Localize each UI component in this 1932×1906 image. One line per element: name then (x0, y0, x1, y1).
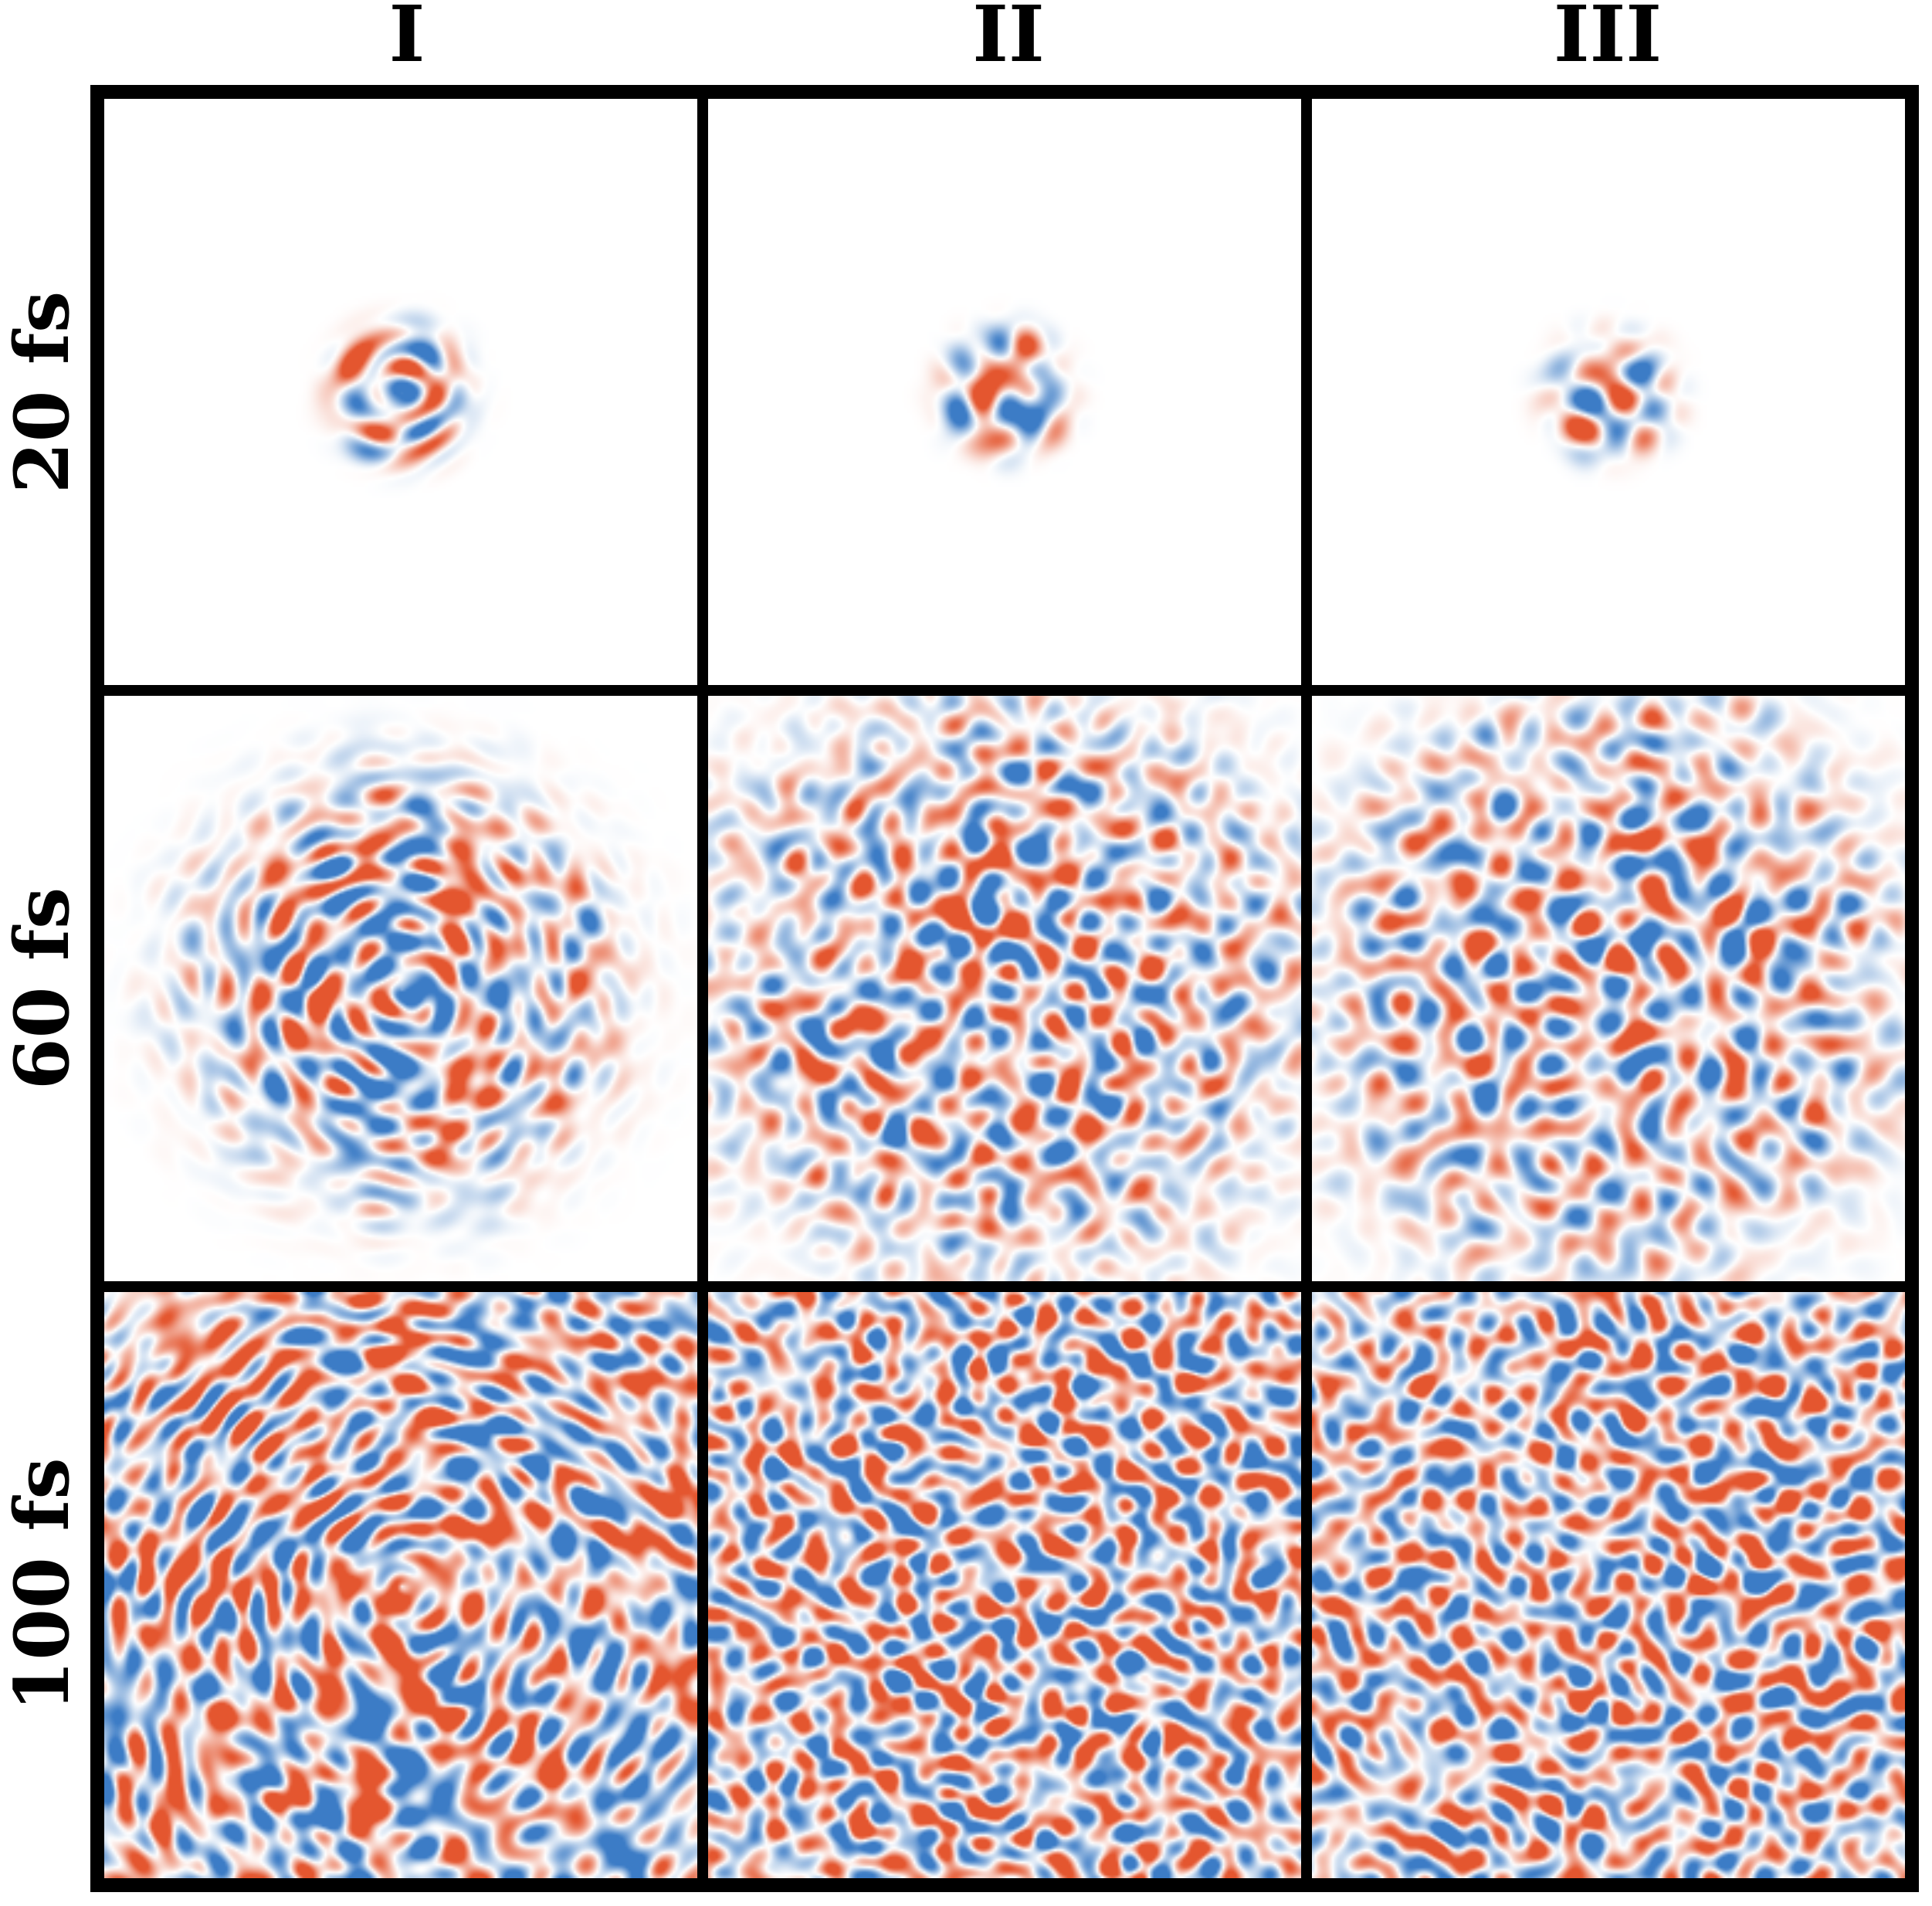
column-label-II: II (972, 0, 1045, 80)
panel-I-100fs (104, 1292, 697, 1878)
panel-I-60fs (104, 695, 697, 1282)
panel-II-60fs (708, 695, 1301, 1282)
column-label-III: III (1553, 0, 1663, 80)
row-label-20fs: 20 fs (0, 99, 86, 686)
panel-III-20fs (1312, 99, 1905, 685)
heatmap-image (1312, 99, 1905, 685)
heatmap-image (104, 1292, 697, 1878)
panel-grid (90, 85, 1919, 1892)
row-label-100fs: 100 fs (0, 1291, 86, 1878)
row-label-20fs-text: 20 fs (0, 290, 86, 494)
row-label-100fs-text: 100 fs (0, 1457, 86, 1712)
heatmap-image (708, 99, 1301, 685)
heatmap-image (708, 695, 1301, 1282)
heatmap-image (104, 695, 697, 1282)
panel-III-100fs (1312, 1292, 1905, 1878)
panel-II-20fs (708, 99, 1301, 685)
heatmap-image (1312, 1292, 1905, 1878)
panel-I-20fs (104, 99, 697, 685)
heatmap-image (104, 99, 697, 685)
heatmap-image (1312, 695, 1905, 1282)
row-label-60fs-text: 60 fs (0, 887, 86, 1090)
heatmap-image (708, 1292, 1301, 1878)
panel-II-100fs (708, 1292, 1301, 1878)
column-label-I: I (388, 0, 425, 80)
row-label-60fs: 60 fs (0, 695, 86, 1282)
panel-III-60fs (1312, 695, 1905, 1282)
